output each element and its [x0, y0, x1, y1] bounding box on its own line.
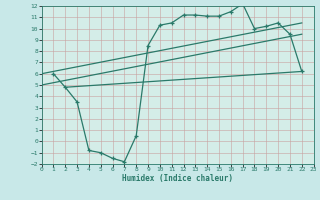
X-axis label: Humidex (Indice chaleur): Humidex (Indice chaleur) — [122, 174, 233, 183]
